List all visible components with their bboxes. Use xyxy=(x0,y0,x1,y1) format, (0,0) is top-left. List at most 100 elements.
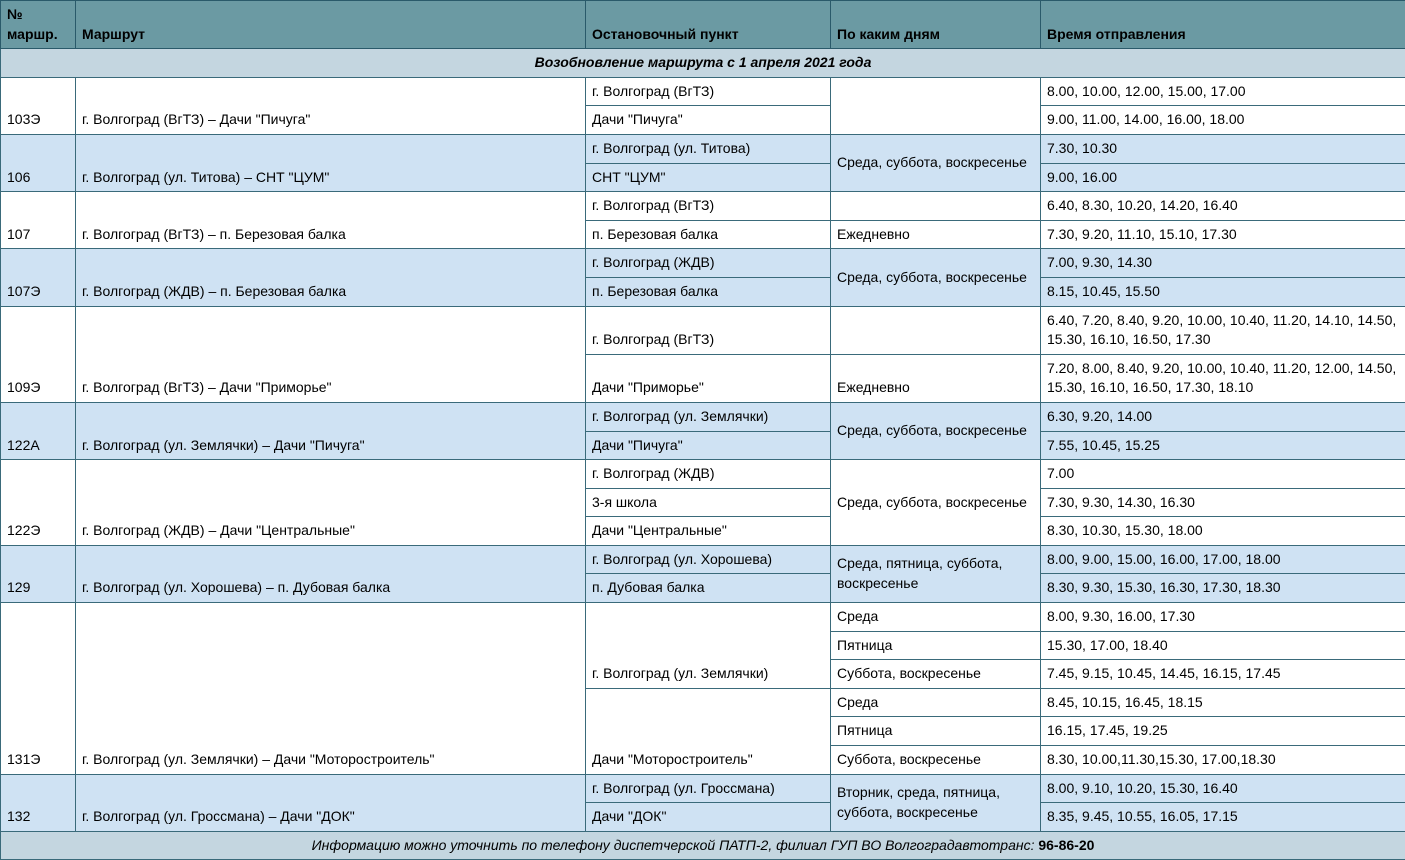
table-row: 132г. Волгоград (ул. Гроссмана) – Дачи "… xyxy=(1,774,1405,803)
cell-route: г. Волгоград (ул. Титова) – СНТ "ЦУМ" xyxy=(76,134,586,191)
cell-stop: п. Березовая балка xyxy=(586,220,831,249)
cell-times: 7.20, 8.00, 8.40, 9.20, 10.00, 10.40, 11… xyxy=(1041,354,1405,402)
cell-times: 7.30, 9.20, 11.10, 15.10, 17.30 xyxy=(1041,220,1405,249)
cell-stop: п. Березовая балка xyxy=(586,277,831,306)
cell-times: 8.35, 9.45, 10.55, 16.05, 17.15 xyxy=(1041,803,1405,832)
cell-route: г. Волгоград (ул. Хорошева) – п. Дубовая… xyxy=(76,545,586,602)
table-row: 107г. Волгоград (ВгТЗ) – п. Березовая ба… xyxy=(1,192,1405,221)
col-times: Время отправления xyxy=(1041,1,1405,49)
cell-route-no: 132 xyxy=(1,774,76,831)
cell-times: 9.00, 16.00 xyxy=(1041,163,1405,192)
cell-times: 7.00 xyxy=(1041,460,1405,489)
cell-times: 6.40, 8.30, 10.20, 14.20, 16.40 xyxy=(1041,192,1405,221)
cell-stop: Дачи "Пичуга" xyxy=(586,106,831,135)
cell-route: г. Волгоград (ВгТЗ) – Дачи "Приморье" xyxy=(76,306,586,402)
cell-route-no: 103Э xyxy=(1,77,76,134)
cell-times: 8.00, 10.00, 12.00, 15.00, 17.00 xyxy=(1041,77,1405,106)
cell-route: г. Волгоград (ЖДВ) – п. Березовая балка xyxy=(76,249,586,306)
cell-times: 8.00, 9.30, 16.00, 17.30 xyxy=(1041,603,1405,632)
cell-route-no: 131Э xyxy=(1,603,76,775)
cell-days: Пятница xyxy=(831,631,1041,660)
cell-days xyxy=(831,306,1041,354)
cell-stop: Дачи "ДОК" xyxy=(586,803,831,832)
cell-route: г. Волгоград (ЖДВ) – Дачи "Центральные" xyxy=(76,460,586,546)
cell-stop: г. Волгоград (ул. Землячки) xyxy=(586,603,831,689)
cell-times: 7.30, 9.30, 14.30, 16.30 xyxy=(1041,488,1405,517)
cell-route-no: 109Э xyxy=(1,306,76,402)
cell-times: 7.00, 9.30, 14.30 xyxy=(1041,249,1405,278)
cell-days: Среда, суббота, воскресенье xyxy=(831,402,1041,459)
cell-stop: г. Волгоград (ЖДВ) xyxy=(586,460,831,489)
cell-stop: г. Волгоград (ВгТЗ) xyxy=(586,192,831,221)
cell-days xyxy=(831,192,1041,221)
cell-times: 16.15, 17.45, 19.25 xyxy=(1041,717,1405,746)
cell-days: Среда, пятница, суббота, воскресенье xyxy=(831,545,1041,602)
cell-route: г. Волгоград (ВгТЗ) – Дачи "Пичуга" xyxy=(76,77,586,134)
cell-route: г. Волгоград (ул. Гроссмана) – Дачи "ДОК… xyxy=(76,774,586,831)
cell-times: 7.55, 10.45, 15.25 xyxy=(1041,431,1405,460)
col-route-no: № маршр. xyxy=(1,1,76,49)
cell-days: Среда xyxy=(831,603,1041,632)
cell-stop: г. Волгоград (ул. Гроссмана) xyxy=(586,774,831,803)
footer-row: Информацию можно уточнить по телефону ди… xyxy=(1,831,1405,860)
cell-times: 6.30, 9.20, 14.00 xyxy=(1041,402,1405,431)
col-days: По каким дням xyxy=(831,1,1041,49)
cell-days: Ежедневно xyxy=(831,220,1041,249)
table-row: 109Эг. Волгоград (ВгТЗ) – Дачи "Приморье… xyxy=(1,306,1405,354)
cell-days: Суббота, воскресенье xyxy=(831,746,1041,775)
table-row: 129г. Волгоград (ул. Хорошева) – п. Дубо… xyxy=(1,545,1405,574)
cell-times: 15.30, 17.00, 18.40 xyxy=(1041,631,1405,660)
table-row: 106г. Волгоград (ул. Титова) – СНТ "ЦУМ"… xyxy=(1,134,1405,163)
cell-times: 8.00, 9.00, 15.00, 16.00, 17.00, 18.00 xyxy=(1041,545,1405,574)
cell-times: 8.00, 9.10, 10.20, 15.30, 16.40 xyxy=(1041,774,1405,803)
cell-stop: Дачи "Пичуга" xyxy=(586,431,831,460)
cell-times: 8.45, 10.15, 16.45, 18.15 xyxy=(1041,688,1405,717)
cell-stop: Дачи "Моторостроитель" xyxy=(586,688,831,774)
cell-times: 6.40, 7.20, 8.40, 9.20, 10.00, 10.40, 11… xyxy=(1041,306,1405,354)
cell-stop: г. Волгоград (ЖДВ) xyxy=(586,249,831,278)
cell-route-no: 122А xyxy=(1,402,76,459)
schedule-table: № маршр. Маршрут Остановочный пункт По к… xyxy=(0,0,1405,860)
cell-stop: Дачи "Центральные" xyxy=(586,517,831,546)
table-row: 122Эг. Волгоград (ЖДВ) – Дачи "Центральн… xyxy=(1,460,1405,489)
table-row: 131Эг. Волгоград (ул. Землячки) – Дачи "… xyxy=(1,603,1405,632)
cell-times: 8.30, 10.30, 15.30, 18.00 xyxy=(1041,517,1405,546)
cell-days: Среда, суббота, воскресенье xyxy=(831,134,1041,191)
cell-stop: 3-я школа xyxy=(586,488,831,517)
cell-times: 8.30, 9.30, 15.30, 16.30, 17.30, 18.30 xyxy=(1041,574,1405,603)
cell-times: 9.00, 11.00, 14.00, 16.00, 18.00 xyxy=(1041,106,1405,135)
cell-times: 7.30, 10.30 xyxy=(1041,134,1405,163)
table-row: 122Аг. Волгоград (ул. Землячки) – Дачи "… xyxy=(1,402,1405,431)
cell-stop: г. Волгоград (ВгТЗ) xyxy=(586,306,831,354)
cell-route-no: 107 xyxy=(1,192,76,249)
cell-route-no: 129 xyxy=(1,545,76,602)
footer-text: Информацию можно уточнить по телефону ди… xyxy=(1,831,1405,860)
cell-route: г. Волгоград (ул. Землячки) – Дачи "Мото… xyxy=(76,603,586,775)
cell-route: г. Волгоград (ул. Землячки) – Дачи "Пичу… xyxy=(76,402,586,459)
cell-times: 8.15, 10.45, 15.50 xyxy=(1041,277,1405,306)
cell-days: Вторник, среда, пятница, суббота, воскре… xyxy=(831,774,1041,831)
cell-route: г. Волгоград (ВгТЗ) – п. Березовая балка xyxy=(76,192,586,249)
cell-days: Суббота, воскресенье xyxy=(831,660,1041,689)
col-stop: Остановочный пункт xyxy=(586,1,831,49)
cell-times: 8.30, 10.00,11.30,15.30, 17.00,18.30 xyxy=(1041,746,1405,775)
table-row: 107Эг. Волгоград (ЖДВ) – п. Березовая ба… xyxy=(1,249,1405,278)
cell-stop: Дачи "Приморье" xyxy=(586,354,831,402)
cell-times: 7.45, 9.15, 10.45, 14.45, 16.15, 17.45 xyxy=(1041,660,1405,689)
cell-stop: г. Волгоград (ул. Хорошева) xyxy=(586,545,831,574)
col-route: Маршрут xyxy=(76,1,586,49)
cell-days: Среда, суббота, воскресенье xyxy=(831,460,1041,546)
cell-stop: СНТ "ЦУМ" xyxy=(586,163,831,192)
cell-stop: г. Волгоград (ул. Землячки) xyxy=(586,402,831,431)
cell-stop: г. Волгоград (ВгТЗ) xyxy=(586,77,831,106)
section-title: Возобновление маршрута с 1 апреля 2021 г… xyxy=(1,49,1405,78)
cell-route-no: 107Э xyxy=(1,249,76,306)
cell-days: Пятница xyxy=(831,717,1041,746)
cell-stop: п. Дубовая балка xyxy=(586,574,831,603)
cell-days: Ежедневно xyxy=(831,354,1041,402)
cell-days xyxy=(831,77,1041,134)
section-header: Возобновление маршрута с 1 апреля 2021 г… xyxy=(1,49,1405,78)
cell-days: Среда, суббота, воскресенье xyxy=(831,249,1041,306)
cell-days: Среда xyxy=(831,688,1041,717)
cell-route-no: 106 xyxy=(1,134,76,191)
